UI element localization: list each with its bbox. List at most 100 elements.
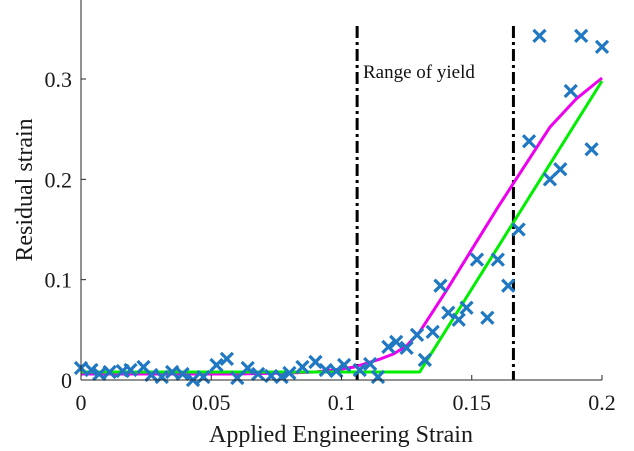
marker-stroke [563,83,578,99]
data-point-marker [92,366,107,382]
marker-stroke [136,359,151,375]
marker-stroke [102,364,117,380]
marker-stroke [370,369,386,385]
data-point-marker [542,172,558,187]
marker-stroke [274,369,289,385]
x-tick-label: 0.2 [588,390,616,415]
data-point-marker [370,369,386,385]
data-point-marker [282,365,297,381]
marker-stroke [553,162,568,177]
x-tick-label: 0.15 [453,390,492,415]
data-point-marker [501,278,516,293]
marker-stroke [308,354,323,370]
data-point-marker [84,362,99,378]
data-point-marker [563,83,578,99]
x-tick-label: 0 [76,390,87,415]
data-point-marker [144,367,159,383]
data-point-marker [433,278,448,293]
y-tick-label: 0.3 [45,67,73,92]
data-point-marker [451,312,466,327]
data-point-marker [511,222,526,237]
data-point-marker [274,369,289,385]
data-point-marker [102,364,117,380]
data-point-marker [469,252,485,267]
marker-stroke [295,359,310,375]
marker-stroke [144,367,159,383]
y-tick-label: 0.2 [45,167,73,192]
marker-stroke [175,366,190,382]
data-point-marker [574,28,589,43]
marker-stroke [219,351,235,367]
marker-stroke [469,252,485,267]
data-point-marker [480,310,495,325]
marker-stroke [282,365,297,381]
data-point-marker [594,39,610,55]
data-point-marker [417,352,432,368]
marker-stroke [165,364,180,380]
axes [80,0,603,381]
y-tick-label: 0.1 [45,268,73,293]
data-point-marker [251,366,266,382]
marker-stroke [409,327,425,342]
data-point-marker [584,142,599,157]
marker-stroke [154,369,169,385]
marker-stroke [251,366,266,382]
data-point-marker [409,327,425,342]
yield-range-lines [355,26,515,380]
data-point-marker [352,362,367,378]
y-axis-label: Residual strain [12,118,38,261]
marker-stroke [574,28,589,43]
marker-stroke [336,357,352,373]
marker-stroke [501,278,516,293]
marker-stroke [417,352,432,368]
data-point-marker [308,354,323,370]
data-point-marker [336,357,352,373]
marker-stroke [490,252,505,267]
marker-stroke [84,362,99,378]
marker-stroke [425,324,440,339]
data-point-marker [459,300,474,315]
marker-stroke [459,300,474,315]
marker-stroke [230,370,245,386]
data-point-marker [123,362,138,378]
x-tick-label: 0.05 [192,390,231,415]
tick-labels: 0 0.05 0.1 0.15 0.2 0 0.1 0.2 0.3 [45,67,616,415]
x-axis-label: Applied Engineering Strain [209,422,473,448]
x-tick-label: 0.1 [328,390,356,415]
data-point-marker [175,366,190,382]
marker-stroke [399,340,414,356]
marker-stroke [352,362,367,378]
data-point-marker [230,370,245,386]
data-point-marker [490,252,505,267]
marker-stroke [584,142,599,157]
data-point-marker [196,369,211,385]
data-point-marker [165,364,180,380]
data-point-marker [209,357,224,373]
marker-stroke [521,134,537,149]
marker-stroke [542,172,558,187]
data-point-marker [441,305,456,320]
marker-stroke [441,305,456,320]
green-fit-line [81,80,604,374]
data-point-marker [532,28,547,43]
data-point-marker [521,134,537,149]
marker-stroke [209,357,224,373]
marker-stroke [433,278,448,293]
data-point-marker [425,324,440,339]
data-markers [73,28,610,388]
marker-stroke [532,28,547,43]
marker-stroke [594,39,610,55]
data-point-marker [363,356,378,372]
data-point-marker [154,369,169,385]
marker-stroke [451,312,466,327]
marker-stroke [123,362,138,378]
range-of-yield-label: Range of yield [363,62,475,83]
data-point-marker [553,162,568,177]
y-tick-label: 0 [61,368,72,393]
fit-lines [81,76,604,376]
data-point-marker [389,334,404,350]
marker-stroke [240,360,255,376]
data-point-marker [399,340,414,356]
marker-stroke [389,334,404,350]
